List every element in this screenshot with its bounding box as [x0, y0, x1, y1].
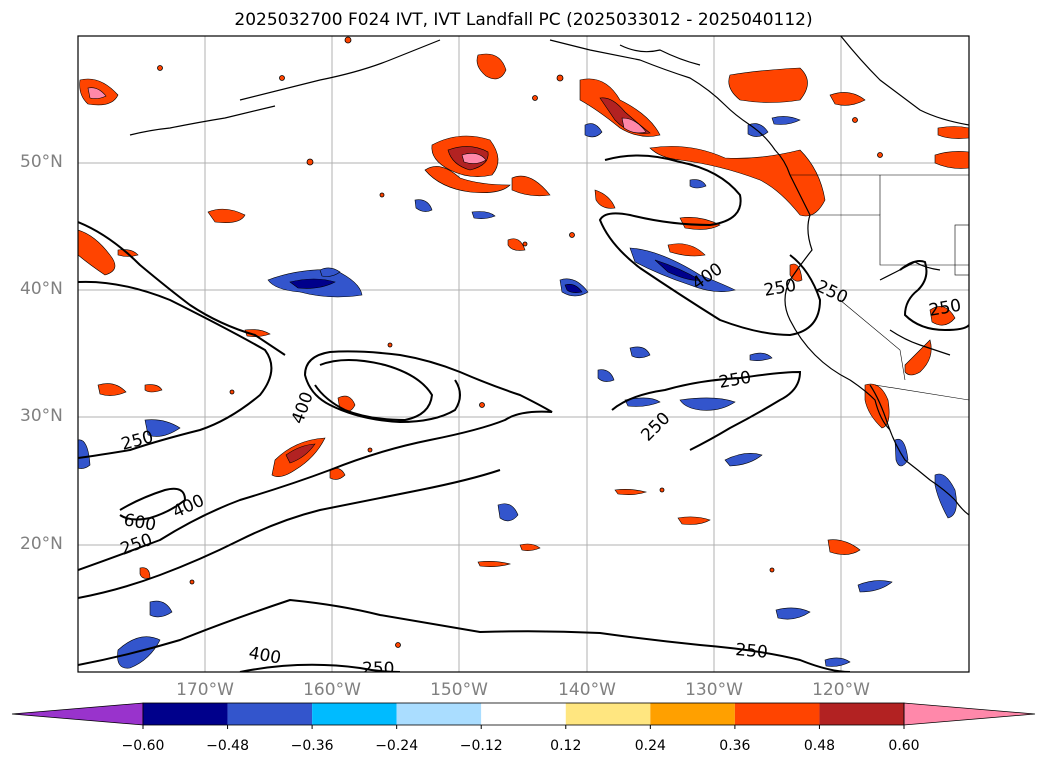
- contour-label: 400: [288, 389, 318, 426]
- colorbar-tick-label: −0.12: [459, 738, 503, 754]
- colorbar-segment: [650, 703, 735, 725]
- contour-label: 250: [813, 276, 851, 308]
- gridlines: [78, 36, 969, 672]
- lon-label: 130°W: [685, 680, 743, 700]
- borders: [790, 174, 969, 401]
- lon-label: 120°W: [812, 680, 870, 700]
- colorbar-segment: [819, 703, 904, 725]
- contour-label: 400: [170, 491, 208, 523]
- lon-label: 160°W: [303, 680, 361, 700]
- contour-label: 250: [762, 276, 797, 301]
- colorbar-segment: [565, 703, 651, 725]
- contour-label: 250: [735, 640, 769, 663]
- colorbar-tick-label: −0.60: [121, 738, 165, 754]
- colorbar-segment: [227, 703, 313, 725]
- lon-label: 150°W: [430, 680, 488, 700]
- colorbar-segment: [396, 703, 482, 725]
- plot-frame: [77, 35, 970, 673]
- colorbar-tick-label: −0.36: [290, 738, 334, 754]
- positive-ivt-pc-regions: [78, 53, 969, 579]
- contour-label: 250: [927, 296, 962, 321]
- contour-label: 600: [122, 510, 157, 535]
- contour-label: 250: [637, 408, 674, 445]
- ivt-contours: [78, 154, 969, 672]
- colorbar-tick-label: −0.24: [375, 738, 419, 754]
- colorbar-segment: [143, 703, 228, 725]
- lat-label: 20°N: [20, 534, 63, 554]
- contour-label: 400: [247, 643, 282, 668]
- colorbar-segment: [734, 703, 820, 725]
- colorbar-tick-label: 0.48: [803, 738, 836, 754]
- contour-label: 250: [118, 530, 155, 560]
- colorbar-tick-label: 0.36: [719, 738, 751, 754]
- contour-label: 250: [717, 368, 752, 393]
- colorbar-segment: [481, 703, 566, 725]
- contour-label: 250: [119, 427, 156, 455]
- colorbar-segment: [312, 703, 397, 725]
- map-title: 2025032700 F024 IVT, IVT Landfall PC (20…: [234, 10, 813, 30]
- lat-label: 30°N: [20, 406, 63, 426]
- lat-label: 40°N: [20, 279, 63, 299]
- colorbar-tick-label: 0.60: [888, 738, 920, 754]
- colorbar-extend-low: [11, 702, 144, 726]
- colorbar-frame: [142, 702, 905, 726]
- colorbar-tick-label: −0.48: [206, 738, 249, 754]
- lon-label: 170°W: [176, 680, 234, 700]
- lon-label: 140°W: [558, 680, 616, 700]
- map-plot-area: 250 400 600 400 250 400 250 250 400 250 …: [78, 36, 969, 679]
- colorbar-tick-label: 0.12: [550, 738, 582, 754]
- colorbar-extend-high: [903, 702, 1036, 726]
- colorbar-tick-label: 0.24: [634, 738, 666, 754]
- lat-label: 50°N: [20, 152, 63, 172]
- colorbar: [11, 702, 1036, 729]
- contour-label: 250: [362, 659, 394, 679]
- small-features: [157, 36, 883, 648]
- negative-ivt-pc-regions: [78, 116, 957, 669]
- coastlines: [129, 36, 969, 516]
